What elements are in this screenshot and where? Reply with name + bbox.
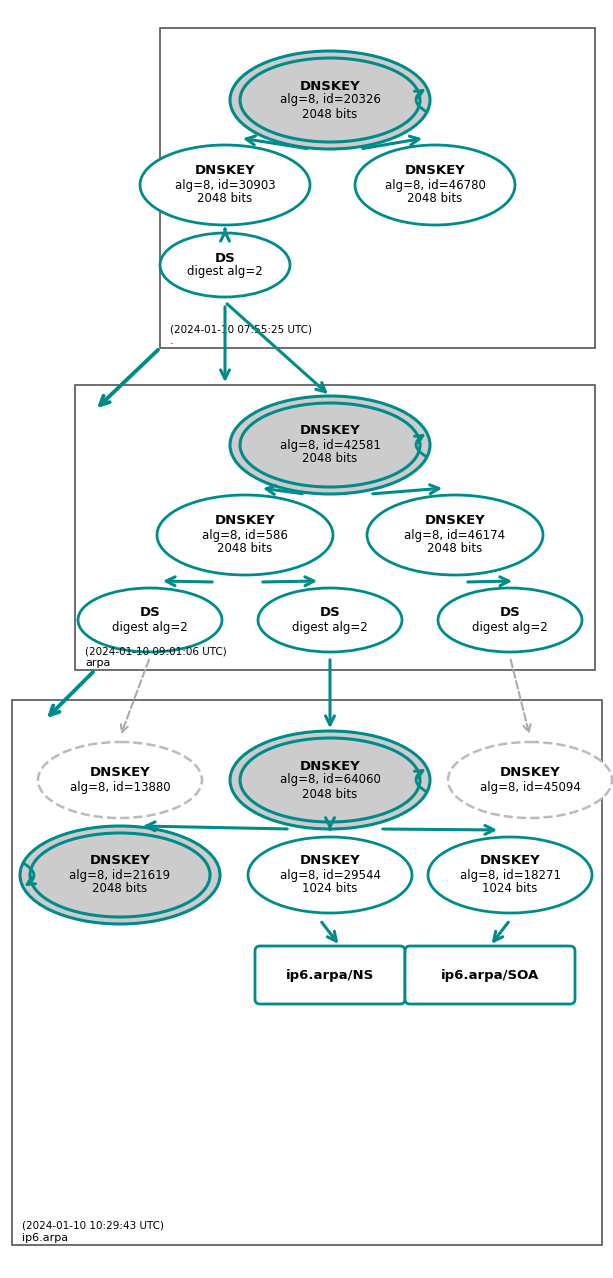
Text: 2048 bits: 2048 bits [302,107,357,120]
Text: alg=8, id=64060: alg=8, id=64060 [280,773,381,786]
Text: DNSKEY: DNSKEY [300,759,360,772]
Ellipse shape [248,837,412,912]
Text: alg=8, id=46780: alg=8, id=46780 [384,179,485,192]
Text: alg=8, id=42581: alg=8, id=42581 [280,438,381,451]
Text: DNSKEY: DNSKEY [425,515,485,528]
Text: DS: DS [140,607,161,620]
Text: DNSKEY: DNSKEY [300,855,360,868]
Ellipse shape [230,396,430,495]
Text: DNSKEY: DNSKEY [89,767,150,780]
Ellipse shape [78,588,222,652]
Text: 2048 bits: 2048 bits [302,452,357,465]
Text: digest alg=2: digest alg=2 [112,621,188,634]
Ellipse shape [157,495,333,575]
Text: 2048 bits: 2048 bits [427,542,482,556]
Text: 2048 bits: 2048 bits [93,883,148,896]
Text: ip6.arpa: ip6.arpa [22,1233,68,1243]
Text: DNSKEY: DNSKEY [215,515,275,528]
Text: alg=8, id=45094: alg=8, id=45094 [479,781,581,794]
Text: DS: DS [319,607,340,620]
Ellipse shape [230,51,430,150]
Text: alg=8, id=21619: alg=8, id=21619 [69,869,170,882]
Ellipse shape [160,233,290,296]
Ellipse shape [230,731,430,829]
Text: alg=8, id=13880: alg=8, id=13880 [70,781,170,794]
Text: alg=8, id=586: alg=8, id=586 [202,529,288,542]
Text: 2048 bits: 2048 bits [197,193,253,206]
Text: digest alg=2: digest alg=2 [292,621,368,634]
Text: alg=8, id=20326: alg=8, id=20326 [280,93,381,106]
Text: (2024-01-10 07:55:25 UTC): (2024-01-10 07:55:25 UTC) [170,325,312,334]
Ellipse shape [38,743,202,818]
Text: 1024 bits: 1024 bits [482,883,538,896]
FancyBboxPatch shape [405,946,575,1005]
Text: DNSKEY: DNSKEY [89,855,150,868]
Text: DNSKEY: DNSKEY [479,855,541,868]
Text: ip6.arpa/SOA: ip6.arpa/SOA [441,969,539,982]
FancyBboxPatch shape [75,385,595,670]
Text: .: . [170,336,173,346]
Ellipse shape [258,588,402,652]
Text: alg=8, id=46174: alg=8, id=46174 [405,529,506,542]
Text: 2048 bits: 2048 bits [218,542,273,556]
Text: DNSKEY: DNSKEY [194,165,256,178]
Ellipse shape [448,743,612,818]
Ellipse shape [367,495,543,575]
Text: digest alg=2: digest alg=2 [187,266,263,279]
Text: ip6.arpa/NS: ip6.arpa/NS [286,969,374,982]
Text: alg=8, id=18271: alg=8, id=18271 [460,869,560,882]
Ellipse shape [240,58,420,142]
Text: digest alg=2: digest alg=2 [472,621,548,634]
Text: DS: DS [500,607,520,620]
Ellipse shape [20,826,220,924]
Text: 2048 bits: 2048 bits [408,193,463,206]
Ellipse shape [438,588,582,652]
Ellipse shape [140,144,310,225]
FancyBboxPatch shape [160,28,595,348]
Ellipse shape [240,403,420,487]
FancyBboxPatch shape [12,700,602,1245]
Text: (2024-01-10 09:01:06 UTC): (2024-01-10 09:01:06 UTC) [85,645,227,656]
Ellipse shape [428,837,592,912]
Text: DNSKEY: DNSKEY [405,165,465,178]
Text: DS: DS [215,252,235,265]
Ellipse shape [30,833,210,918]
Text: DNSKEY: DNSKEY [500,767,560,780]
Ellipse shape [355,144,515,225]
Text: (2024-01-10 10:29:43 UTC): (2024-01-10 10:29:43 UTC) [22,1220,164,1231]
Text: alg=8, id=30903: alg=8, id=30903 [175,179,275,192]
Text: arpa: arpa [85,658,110,668]
Text: DNSKEY: DNSKEY [300,79,360,92]
Text: 1024 bits: 1024 bits [302,883,358,896]
Text: alg=8, id=29544: alg=8, id=29544 [280,869,381,882]
Text: DNSKEY: DNSKEY [300,424,360,437]
Ellipse shape [240,737,420,822]
Text: 2048 bits: 2048 bits [302,787,357,800]
FancyBboxPatch shape [255,946,405,1005]
